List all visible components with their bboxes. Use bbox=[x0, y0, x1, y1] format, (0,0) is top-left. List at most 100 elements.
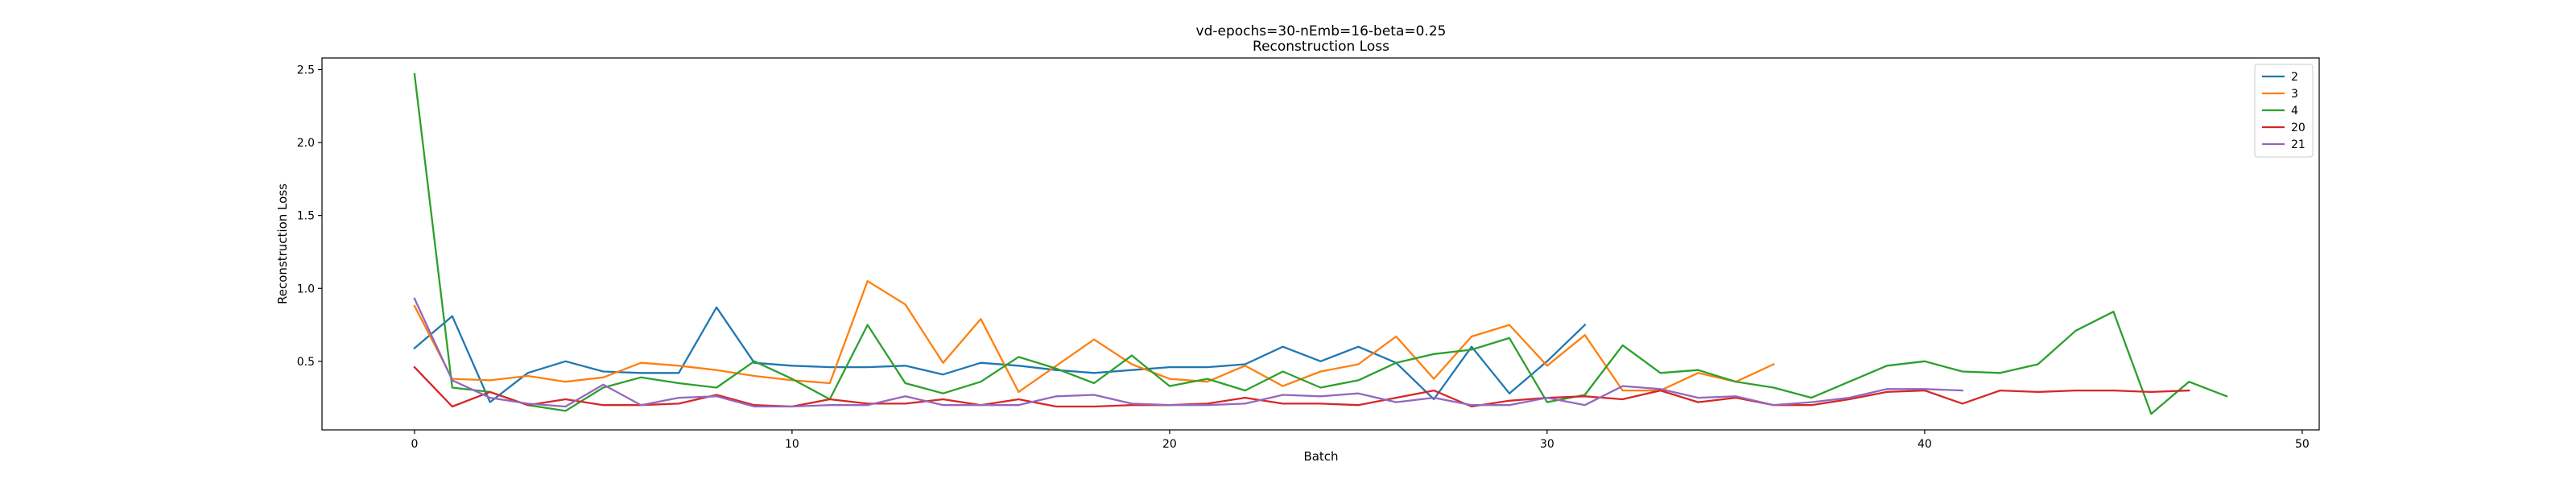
data-point-3-16 bbox=[1018, 391, 1019, 393]
data-point-20-14 bbox=[942, 398, 943, 400]
series-line-20 bbox=[413, 365, 2190, 408]
data-point-3-30 bbox=[1546, 365, 1548, 366]
y-tick-label: 1.0 bbox=[297, 283, 315, 295]
data-point-21-38 bbox=[1848, 397, 1850, 398]
data-point-2-18 bbox=[1093, 372, 1095, 374]
data-point-4-26 bbox=[1395, 362, 1397, 364]
legend-label-20: 20 bbox=[2291, 122, 2306, 134]
data-point-3-19 bbox=[1131, 363, 1133, 365]
data-point-2-29 bbox=[1509, 393, 1510, 394]
data-point-20-29 bbox=[1509, 400, 1510, 402]
axes: 0 10 20 30 40 50 0.5 1.0 1.5 2.0 2.5 bbox=[297, 64, 2310, 451]
data-point-3-3 bbox=[526, 375, 528, 377]
series-line-2 bbox=[413, 306, 1587, 403]
y-axis-label: Reconstruction Loss bbox=[275, 184, 290, 304]
data-point-3-7 bbox=[678, 365, 679, 366]
data-point-2-1 bbox=[452, 316, 453, 317]
data-point-2-15 bbox=[980, 362, 981, 364]
data-point-21-5 bbox=[602, 384, 604, 386]
data-point-3-26 bbox=[1395, 336, 1397, 337]
data-point-20-13 bbox=[904, 402, 906, 404]
data-point-2-20 bbox=[1169, 366, 1170, 368]
data-point-4-45 bbox=[2112, 311, 2114, 312]
data-point-2-10 bbox=[791, 365, 793, 366]
data-point-20-18 bbox=[1093, 406, 1095, 407]
data-point-20-4 bbox=[564, 398, 566, 400]
data-point-20-43 bbox=[2037, 391, 2038, 393]
y-tick-label: 2.0 bbox=[297, 137, 315, 150]
x-tick-label: 10 bbox=[785, 438, 799, 451]
y-tick-label: 1.5 bbox=[297, 210, 315, 223]
data-point-21-25 bbox=[1357, 393, 1359, 394]
legend-label-4: 4 bbox=[2291, 105, 2298, 118]
data-point-21-10 bbox=[791, 406, 793, 407]
data-point-21-39 bbox=[1886, 388, 1888, 390]
data-point-2-16 bbox=[1018, 365, 1019, 366]
data-point-4-12 bbox=[867, 324, 869, 325]
data-point-3-12 bbox=[867, 280, 869, 282]
data-point-3-22 bbox=[1245, 365, 1246, 366]
data-point-21-32 bbox=[1622, 385, 1624, 386]
data-point-20-42 bbox=[2000, 390, 2001, 391]
data-point-4-46 bbox=[2150, 413, 2152, 415]
data-point-4-16 bbox=[1018, 356, 1019, 357]
data-point-2-4 bbox=[564, 361, 566, 362]
data-point-3-20 bbox=[1169, 378, 1170, 379]
data-point-2-28 bbox=[1471, 346, 1472, 348]
data-point-4-20 bbox=[1169, 385, 1170, 386]
data-point-21-27 bbox=[1433, 397, 1435, 398]
data-point-20-26 bbox=[1395, 397, 1397, 398]
data-point-3-4 bbox=[564, 381, 566, 382]
data-point-20-5 bbox=[602, 404, 604, 406]
data-point-3-8 bbox=[716, 369, 717, 371]
data-point-21-16 bbox=[1018, 404, 1019, 406]
data-point-4-10 bbox=[791, 378, 793, 379]
data-point-20-7 bbox=[678, 402, 679, 404]
data-point-3-21 bbox=[1207, 381, 1208, 382]
data-point-4-17 bbox=[1055, 368, 1057, 369]
data-point-2-12 bbox=[867, 366, 869, 368]
data-point-3-17 bbox=[1055, 365, 1057, 366]
data-point-21-29 bbox=[1509, 404, 1510, 406]
data-point-21-30 bbox=[1546, 397, 1548, 398]
data-point-2-31 bbox=[1584, 324, 1586, 325]
data-point-21-40 bbox=[1924, 388, 1926, 390]
data-point-4-22 bbox=[1245, 390, 1246, 391]
data-point-4-30 bbox=[1546, 401, 1548, 402]
data-point-3-2 bbox=[489, 379, 491, 381]
data-point-21-4 bbox=[564, 406, 566, 407]
data-point-20-37 bbox=[1810, 404, 1812, 406]
data-point-4-37 bbox=[1810, 397, 1812, 398]
data-point-3-15 bbox=[980, 318, 981, 320]
legend-label-21: 21 bbox=[2291, 138, 2306, 151]
data-point-21-12 bbox=[867, 404, 869, 406]
data-point-4-36 bbox=[1773, 386, 1774, 388]
data-point-4-24 bbox=[1319, 386, 1321, 388]
data-point-21-15 bbox=[980, 404, 981, 406]
data-point-3-34 bbox=[1697, 372, 1699, 374]
data-point-4-40 bbox=[1924, 361, 1926, 362]
x-tick-label: 0 bbox=[411, 438, 418, 451]
data-point-21-34 bbox=[1697, 397, 1699, 398]
series-line-3 bbox=[413, 280, 1775, 394]
data-point-21-37 bbox=[1810, 401, 1812, 402]
data-point-4-43 bbox=[2037, 363, 2038, 365]
y-tick-label: 2.5 bbox=[297, 64, 315, 76]
data-point-4-15 bbox=[980, 381, 981, 382]
data-point-4-41 bbox=[1962, 370, 1963, 372]
data-point-21-9 bbox=[753, 406, 755, 407]
data-point-20-16 bbox=[1018, 398, 1019, 400]
data-point-20-32 bbox=[1622, 398, 1624, 400]
chart-subtitle: Reconstruction Loss bbox=[1253, 39, 1389, 55]
data-point-20-34 bbox=[1697, 401, 1699, 402]
data-point-20-11 bbox=[829, 398, 831, 400]
data-point-20-45 bbox=[2112, 390, 2114, 391]
data-point-21-31 bbox=[1584, 404, 1586, 406]
data-point-3-29 bbox=[1509, 324, 1510, 325]
data-point-21-18 bbox=[1093, 394, 1095, 395]
data-point-2-0 bbox=[414, 347, 415, 349]
data-point-4-14 bbox=[942, 393, 943, 394]
data-point-2-13 bbox=[904, 365, 906, 366]
data-point-20-47 bbox=[2188, 390, 2190, 391]
